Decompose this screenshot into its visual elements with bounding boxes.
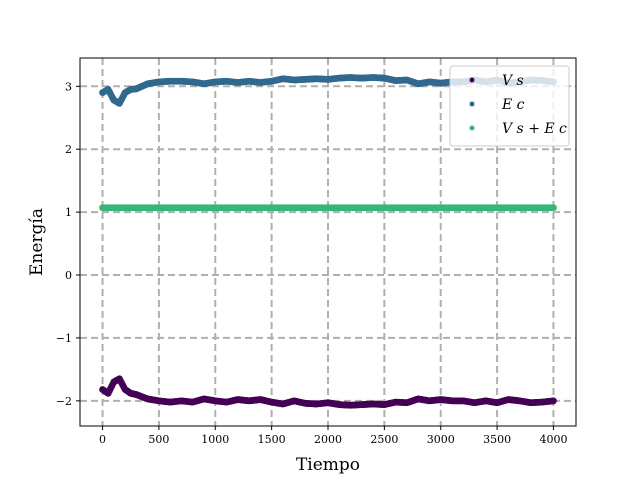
legend-label: V s	[502, 73, 524, 89]
x-tick-label: 2000	[314, 433, 342, 446]
y-tick-label: 0	[65, 269, 72, 282]
y-tick-label: 3	[65, 80, 72, 93]
legend-marker	[469, 125, 475, 131]
legend-marker	[469, 101, 475, 107]
data-point	[550, 204, 557, 212]
y-tick-label: −2	[56, 395, 72, 408]
data-point	[550, 397, 557, 405]
x-tick-label: 500	[148, 433, 169, 446]
y-tick-label: 1	[65, 206, 72, 219]
legend: V s E c V s + E c	[449, 65, 570, 147]
series-2	[99, 204, 557, 212]
x-tick-label: 3000	[427, 433, 455, 446]
y-tick-label: 2	[65, 143, 72, 156]
series-0	[99, 375, 557, 409]
x-tick-label: 1500	[258, 433, 286, 446]
x-tick-label: 4000	[539, 433, 567, 446]
x-tick-label: 2500	[370, 433, 398, 446]
x-tick-label: 1000	[201, 433, 229, 446]
legend-label: E c	[501, 97, 525, 113]
x-axis-label: Tiempo	[296, 455, 360, 475]
legend-label: V s + E c	[502, 121, 567, 137]
axis-ticks: 0 500 1000 1500 2000 2500 3000 3500 4000 −2 −1 0 1 2 3	[56, 80, 568, 446]
legend-box	[449, 65, 570, 147]
y-tick-label: −1	[56, 332, 72, 345]
x-tick-label: 0	[99, 433, 106, 446]
legend-marker	[469, 77, 475, 83]
y-axis-label: Energía	[27, 208, 47, 276]
x-tick-label: 3500	[483, 433, 511, 446]
